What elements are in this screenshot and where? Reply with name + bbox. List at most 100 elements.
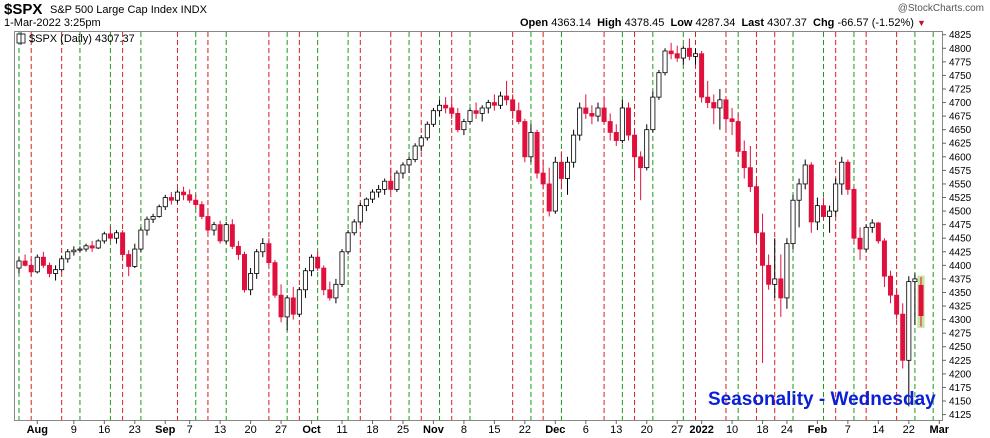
x-tick-label: 18	[756, 424, 768, 436]
candle-up	[95, 240, 101, 249]
datetime-label: 1-Mar-2022 3:25pm	[4, 17, 101, 29]
candle-down	[199, 204, 205, 217]
candle-down	[918, 284, 924, 317]
x-tick-label: 16	[98, 424, 110, 436]
candle-up	[34, 256, 40, 273]
x-axis: Aug 9 16 23 Sep 7 13 20 27 Oct 11 18 25 Nov 8 15 22 Dec 6 1…	[27, 420, 950, 436]
y-tick-label: 4625	[949, 139, 972, 150]
candle-up	[394, 172, 400, 190]
candle-down	[808, 164, 814, 223]
candle-down	[46, 264, 52, 274]
y-tick-label: 4825	[949, 30, 972, 41]
candle-down	[272, 262, 278, 296]
candle-up	[53, 269, 59, 274]
candle-down	[181, 191, 187, 196]
plot-frame	[14, 31, 943, 421]
symbol-title: $SPX	[4, 1, 43, 18]
candle-up	[656, 72, 662, 98]
high-label: High	[597, 17, 622, 29]
candle-up	[65, 251, 71, 260]
candles	[16, 38, 925, 407]
candle-up	[430, 110, 436, 125]
candle-down	[558, 161, 564, 179]
candle-up	[363, 198, 369, 207]
y-tick-label: 4325	[949, 302, 972, 313]
candle-down	[894, 294, 900, 315]
candle-up	[839, 161, 845, 185]
candle-up	[400, 164, 406, 174]
candle-down	[516, 110, 522, 122]
candle-down	[107, 233, 113, 239]
candle-up	[863, 226, 869, 250]
x-tick-label: 24	[781, 424, 793, 436]
candle-up	[784, 243, 790, 299]
x-tick-label: 7	[845, 424, 851, 436]
y-tick-label: 4675	[949, 112, 972, 123]
y-tick-label: 4225	[949, 356, 972, 367]
candle-down	[187, 194, 193, 201]
candle-down	[290, 297, 296, 315]
candle-up	[497, 95, 503, 106]
y-tick-label: 4700	[949, 98, 972, 109]
y-tick-label: 4800	[949, 44, 972, 55]
candle-down	[205, 216, 211, 231]
x-tick-label: 2022	[689, 424, 713, 436]
x-tick-label: Sep	[155, 424, 175, 436]
legend: $SPX (Daily) 4307.37	[16, 32, 135, 45]
candle-down	[741, 150, 747, 169]
candle-up	[211, 224, 217, 231]
candle-up	[619, 107, 625, 141]
candle-up	[302, 270, 308, 291]
candle-down	[229, 224, 235, 247]
candle-up	[796, 183, 802, 201]
candle-up	[369, 191, 375, 200]
y-tick-label: 4400	[949, 261, 972, 272]
candle-down	[674, 53, 680, 59]
chg-value: -66.57 (-1.52%)	[837, 17, 914, 29]
candle-up	[717, 99, 723, 109]
candle-up	[101, 233, 107, 242]
candle-down	[766, 264, 772, 285]
candle-up	[565, 161, 571, 179]
candle-up	[790, 199, 796, 245]
last-label: Last	[741, 17, 765, 29]
high-value: 4378.45	[624, 17, 665, 29]
x-tick-label: 10	[726, 424, 738, 436]
candle-up	[552, 161, 558, 212]
y-tick-label: 4775	[949, 57, 972, 68]
candle-up	[248, 273, 254, 291]
candle-down	[449, 107, 455, 114]
candle-up	[906, 281, 912, 361]
y-tick-label: 4500	[949, 207, 972, 218]
low-value: 4287.34	[695, 17, 736, 29]
x-tick-label: Aug	[27, 424, 48, 436]
candle-down	[857, 237, 863, 250]
candle-down	[589, 112, 595, 117]
candle-down	[668, 50, 674, 55]
candle-up	[814, 205, 820, 223]
y-tick-label: 4750	[949, 71, 972, 82]
candle-down	[845, 161, 851, 190]
candle-up	[595, 107, 601, 117]
open-label: Open	[520, 17, 549, 29]
brand-watermark: @StockCharts.com	[897, 3, 984, 14]
x-tick-label: 22	[903, 424, 915, 436]
candle-up	[284, 297, 290, 318]
candle-up	[77, 248, 83, 251]
candle-up	[351, 221, 357, 234]
candle-up	[71, 249, 77, 253]
candle-down	[504, 95, 510, 101]
seasonality-annotation: Seasonality - Wednesday	[708, 389, 936, 410]
candle-down	[638, 156, 644, 169]
candle-down	[760, 232, 766, 266]
x-tick-label: 11	[336, 424, 347, 436]
candle-up	[912, 278, 918, 283]
candle-down	[705, 96, 711, 103]
candle-up	[114, 232, 120, 239]
candle-up	[650, 96, 656, 131]
x-tick-label: 7	[187, 424, 193, 436]
candle-down	[28, 264, 34, 273]
candle-up	[59, 258, 65, 271]
candle-up	[833, 183, 839, 212]
candle-up	[485, 102, 491, 109]
